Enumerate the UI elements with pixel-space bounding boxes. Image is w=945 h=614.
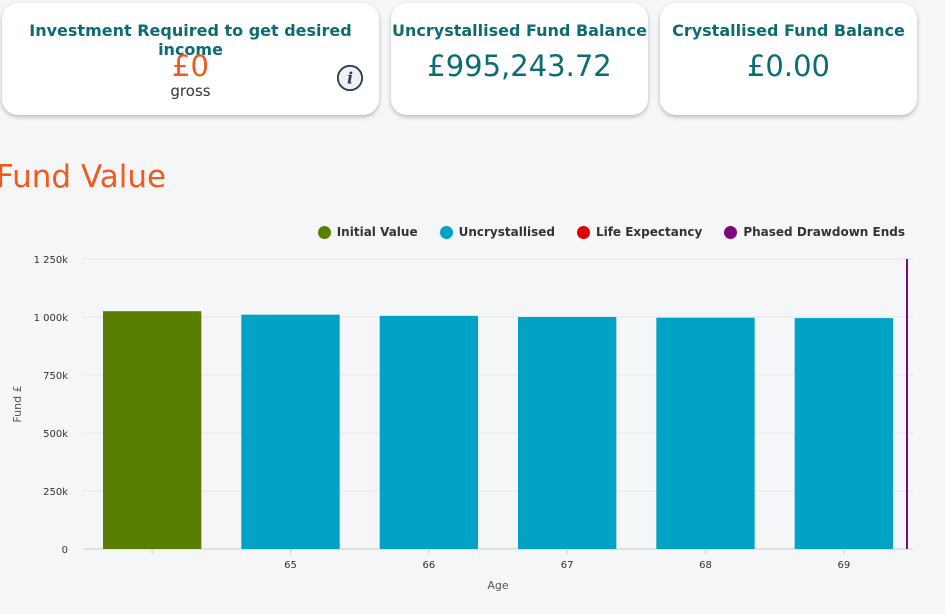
y-tick-label: 1 000k	[34, 313, 69, 324]
uncrystallised-title: Uncrystallised Fund Balance	[392, 21, 647, 40]
y-tick-label: 1 250k	[34, 255, 69, 266]
fund-value-title: Fund Value	[0, 159, 167, 195]
svg-text:i: i	[347, 69, 353, 88]
info-icon[interactable]: i	[336, 64, 364, 92]
legend-item-life-expectancy[interactable]: Life Expectancy	[576, 225, 703, 239]
legend-dot-initial-value	[317, 225, 331, 239]
legend-dot-phased-drawdown-ends	[724, 225, 738, 239]
legend-label-life-expectancy: Life Expectancy	[595, 225, 703, 239]
y-tick-label: 750k	[43, 371, 68, 382]
x-tick-label: 65	[284, 560, 297, 571]
investment-required-title: Investment Required to get desired incom…	[29, 21, 352, 59]
bar-uncrystallised[interactable]	[656, 317, 755, 549]
investment-required-value: £0	[172, 49, 209, 83]
legend-item-uncrystallised[interactable]: Uncrystallised	[439, 225, 555, 239]
crystallised-value: £0.00	[746, 49, 831, 83]
investment-required-card: Investment Required to get desired incom…	[2, 3, 379, 115]
x-axis-title: Age	[487, 579, 509, 592]
chart-legend: Initial Value Uncrystallised Life Expect…	[317, 225, 905, 239]
legend-item-phased-drawdown-ends[interactable]: Phased Drawdown Ends	[724, 225, 905, 239]
y-tick-label: 250k	[43, 487, 68, 498]
legend-label-initial-value: Initial Value	[336, 225, 418, 239]
legend-dot-life-expectancy	[576, 225, 590, 239]
bar-uncrystallised[interactable]	[241, 314, 340, 549]
x-tick-label: 68	[699, 560, 712, 571]
uncrystallised-card: Uncrystallised Fund Balance £995,243.72	[391, 3, 648, 115]
crystallised-card: Crystallised Fund Balance £0.00	[660, 3, 917, 115]
legend-item-initial-value[interactable]: Initial Value	[317, 225, 418, 239]
investment-required-sub: gross	[170, 82, 211, 100]
legend-dot-uncrystallised	[439, 225, 453, 239]
legend-label-phased-drawdown-ends: Phased Drawdown Ends	[743, 225, 905, 239]
y-axis-title: Fund £	[11, 385, 24, 422]
x-tick-label: 66	[422, 560, 435, 571]
bar-initial-value[interactable]	[103, 311, 202, 549]
y-tick-label: 0	[62, 545, 68, 556]
bar-uncrystallised[interactable]	[518, 317, 617, 549]
bar-uncrystallised[interactable]	[794, 318, 893, 549]
bar-uncrystallised[interactable]	[379, 315, 478, 549]
uncrystallised-value: £995,243.72	[427, 49, 612, 83]
x-tick-label: 69	[837, 560, 850, 571]
crystallised-title: Crystallised Fund Balance	[672, 21, 905, 40]
legend-label-uncrystallised: Uncrystallised	[458, 225, 555, 239]
x-tick-label: 67	[561, 560, 574, 571]
y-tick-label: 500k	[43, 429, 68, 440]
